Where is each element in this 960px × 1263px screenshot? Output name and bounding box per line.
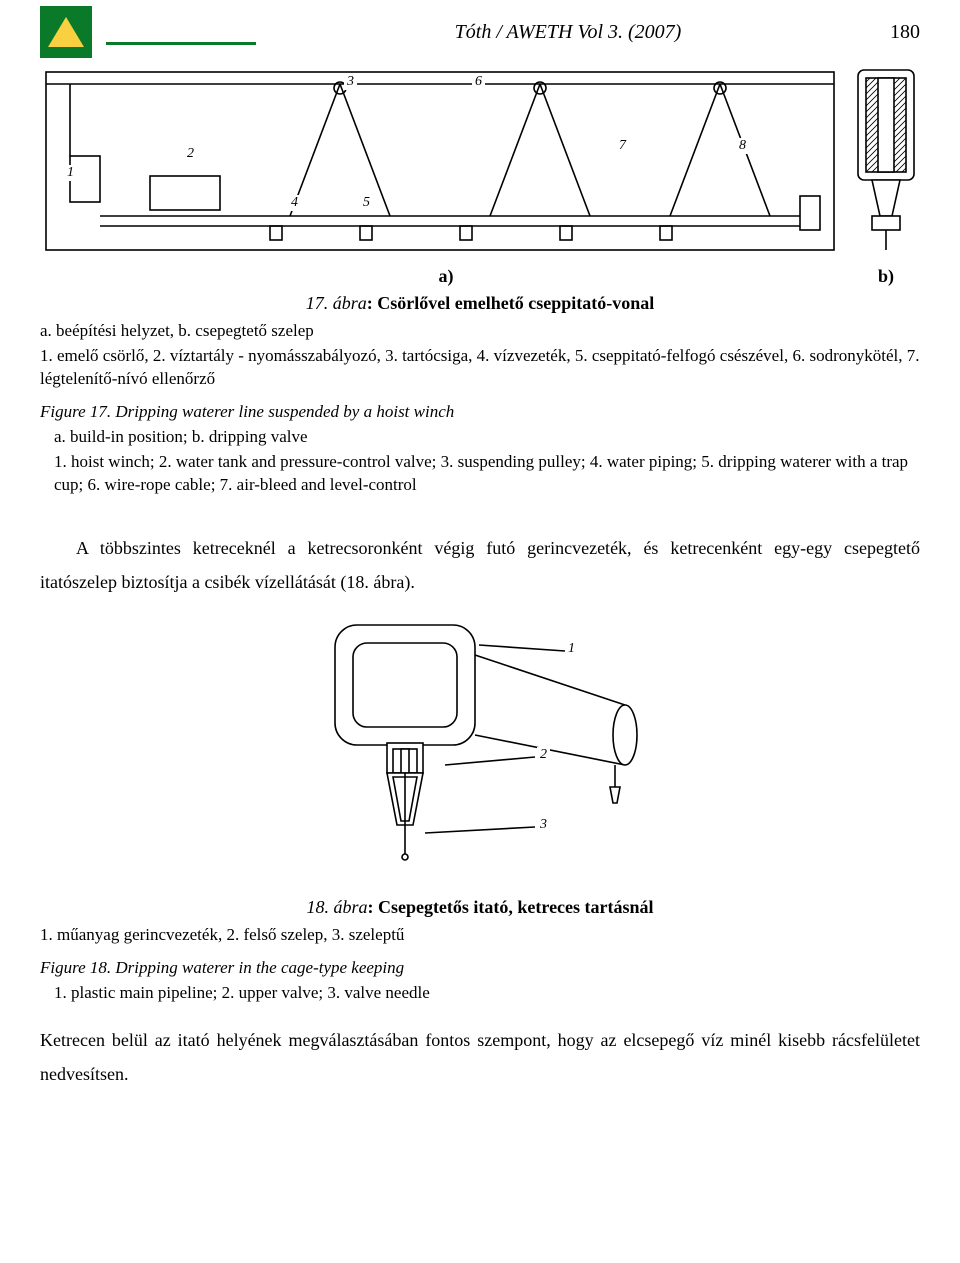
- fig18-en-title: Figure 18. Dripping waterer in the cage-…: [40, 957, 920, 980]
- paragraph-1: A többszintes ketreceknél a ketrecsoronk…: [40, 531, 920, 599]
- logo-triangle-icon: [48, 17, 84, 47]
- figure-18-caption-en: Figure 18. Dripping waterer in the cage-…: [40, 957, 920, 1005]
- fig18-title-rest: : Csepegtetős itató, ketreces tartásnál: [367, 897, 653, 917]
- fig17-callout-1: 1: [64, 165, 77, 181]
- fig17-title-rest: : Csörlővel emelhető cseppitató-vonal: [367, 293, 654, 313]
- fig18-callout-3: 3: [537, 817, 550, 833]
- figure-17-panel-a: 1 2 3 4 5 6 7 8: [40, 66, 840, 256]
- fig18-callout-2: 2: [537, 747, 550, 763]
- figure-18-diagram: 1 2 3: [265, 615, 695, 885]
- fig17-en-line2: 1. hoist winch; 2. water tank and pressu…: [54, 451, 920, 497]
- fig18-hu-line1: 1. műanyag gerincvezeték, 2. felső szele…: [40, 924, 920, 947]
- page-number: 180: [880, 21, 920, 44]
- figure-17: 1 2 3 4 5 6 7 8: [40, 66, 920, 497]
- para1-text: A többszintes ketreceknél a ketrecsoronk…: [40, 531, 920, 599]
- figure-18-sketch: [265, 615, 695, 885]
- fig17-hu-line2: 1. emelő csörlő, 2. víztartály - nyomáss…: [40, 345, 920, 391]
- running-head-text: Tóth / AWETH Vol 3. (2007): [270, 21, 866, 44]
- fig17-callout-4: 4: [288, 195, 301, 211]
- header-rule: [106, 42, 256, 45]
- fig17-callout-3: 3: [344, 74, 357, 90]
- fig17-en-title: Figure 17. Dripping waterer line suspend…: [40, 401, 920, 424]
- fig17-title-prefix: 17. ábra: [306, 293, 367, 313]
- fig18-en-line1: 1. plastic main pipeline; 2. upper valve…: [54, 982, 920, 1005]
- para2-text: Ketrecen belül az itató helyének megvála…: [40, 1023, 920, 1091]
- figure-18-title: 18. ábra: Csepegtetős itató, ketreces ta…: [40, 897, 920, 918]
- fig17-callout-8: 8: [736, 138, 749, 154]
- fig17-callout-5: 5: [360, 195, 373, 211]
- figure-18-caption-hu: 1. műanyag gerincvezeték, 2. felső szele…: [40, 924, 920, 947]
- figure-17-caption-hu: a. beépítési helyzet, b. csepegtető szel…: [40, 320, 920, 391]
- fig17-hu-line1: a. beépítési helyzet, b. csepegtető szel…: [40, 320, 920, 343]
- fig17-label-b: b): [852, 266, 920, 287]
- fig17-callout-2: 2: [184, 146, 197, 162]
- journal-logo: [40, 6, 92, 58]
- figure-17b-sketch: [852, 66, 920, 256]
- fig17-label-a: a): [40, 266, 852, 287]
- figure-17-title: 17. ábra: Csörlővel emelhető cseppitató-…: [40, 293, 920, 314]
- fig18-callout-1: 1: [565, 641, 578, 657]
- figure-17-panel-b: [852, 66, 920, 256]
- fig18-title-prefix: 18. ábra: [306, 897, 367, 917]
- running-head: Tóth / AWETH Vol 3. (2007) 180: [40, 0, 920, 58]
- paragraph-2: Ketrecen belül az itató helyének megvála…: [40, 1023, 920, 1091]
- fig17-callout-7: 7: [616, 138, 629, 154]
- fig17-en-line1: a. build-in position; b. dripping valve: [54, 426, 920, 449]
- fig17-callout-6: 6: [472, 74, 485, 90]
- figure-17a-sketch: [40, 66, 840, 256]
- figure-17-caption-en: Figure 17. Dripping waterer line suspend…: [40, 401, 920, 497]
